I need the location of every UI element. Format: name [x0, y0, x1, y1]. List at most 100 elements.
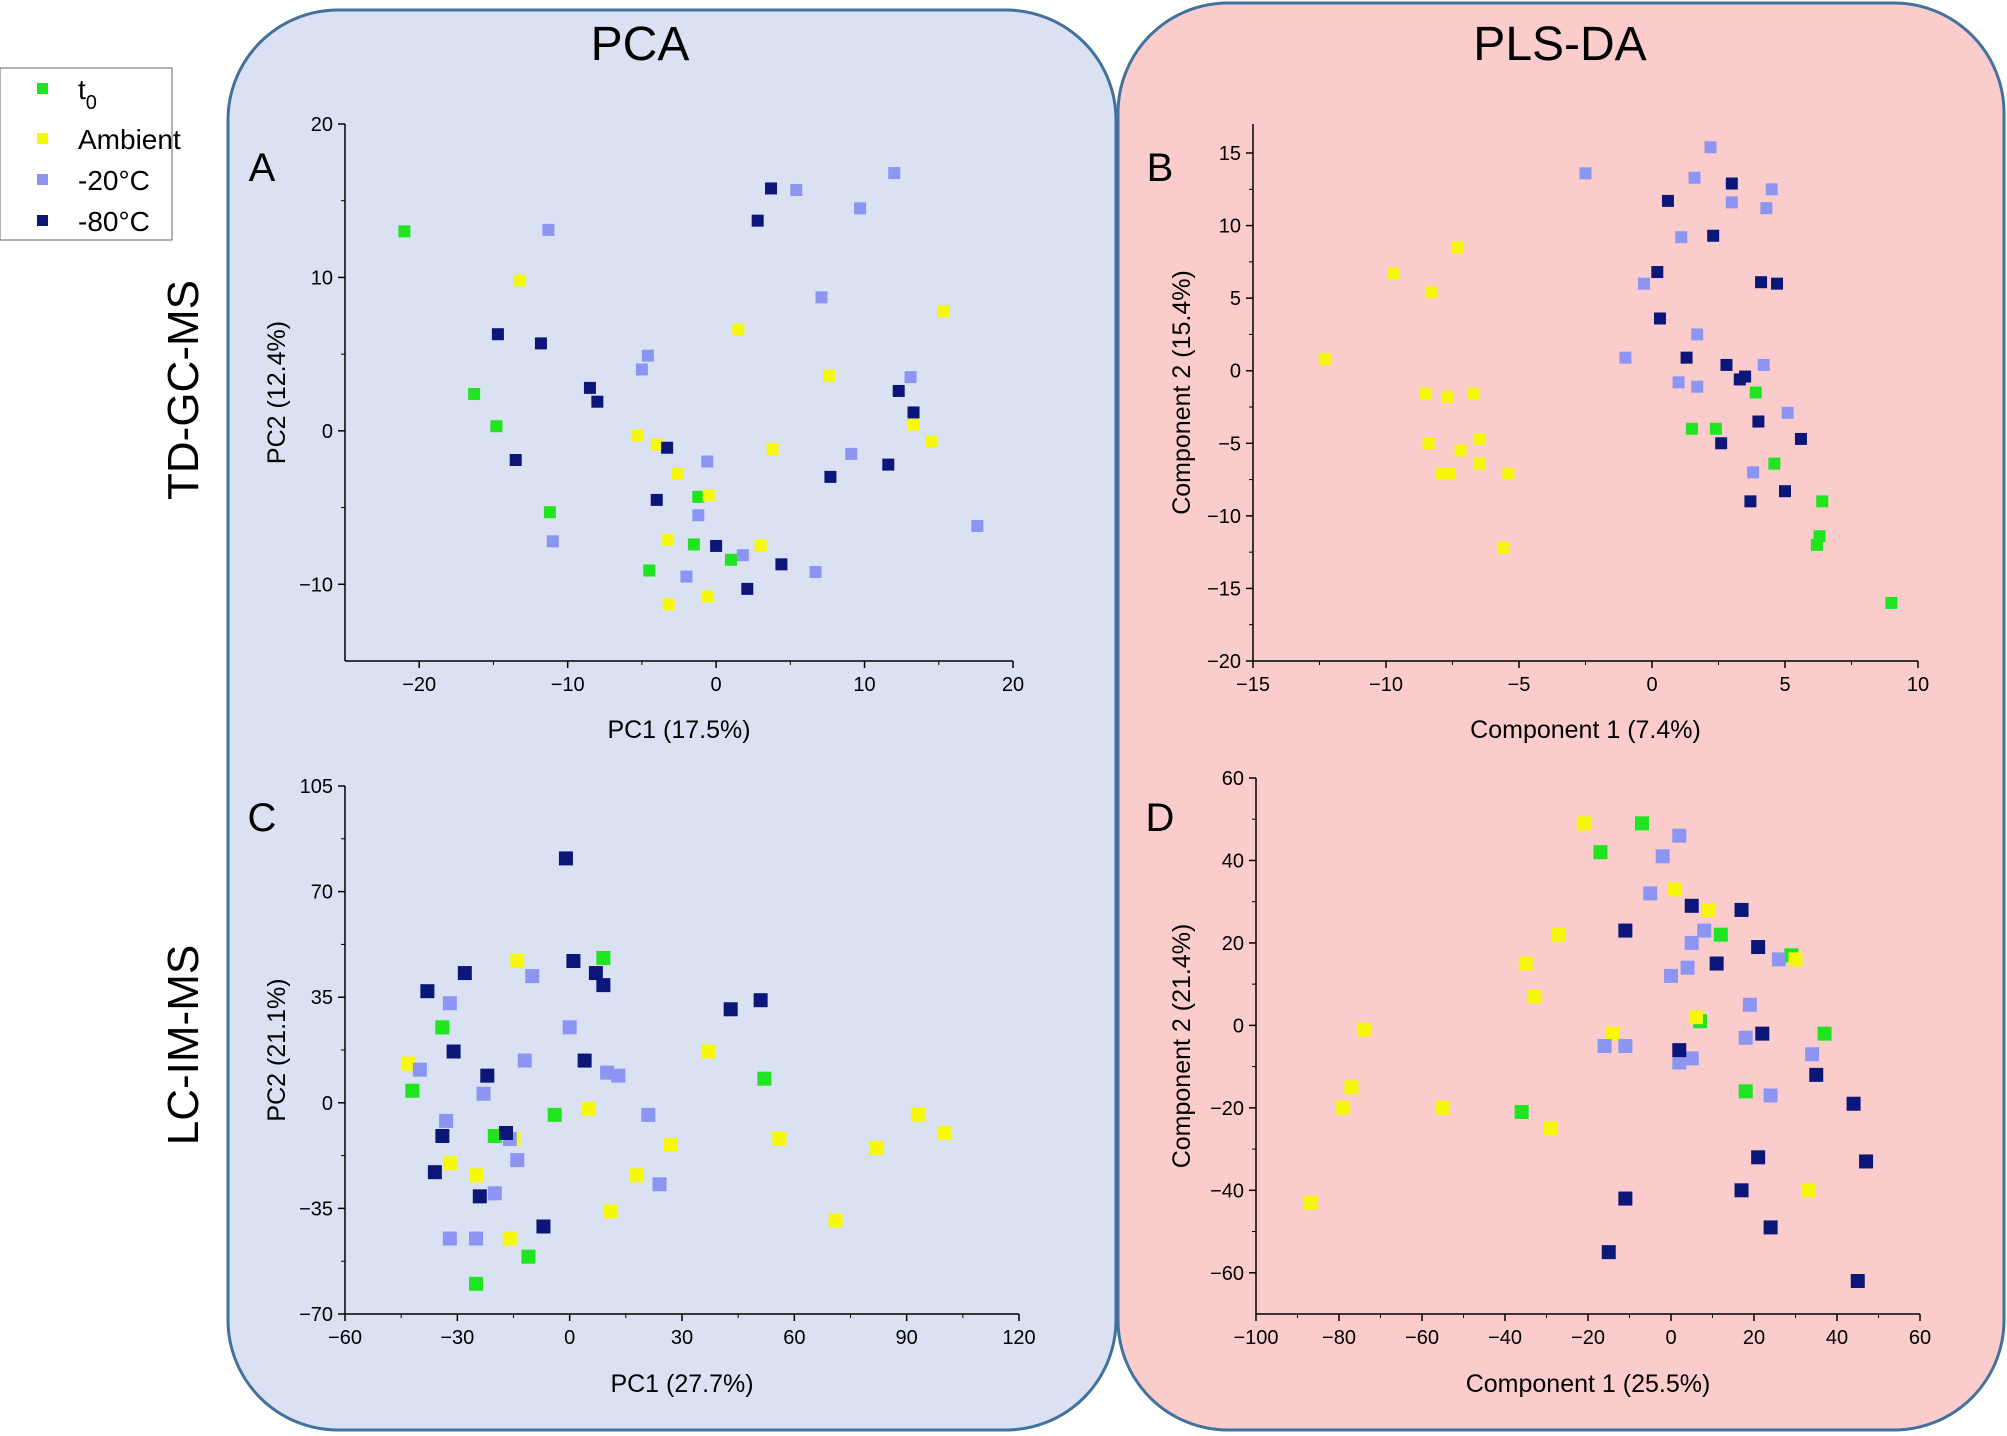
data-point-20c — [845, 447, 858, 460]
data-point-20c — [971, 519, 984, 532]
x-tick-label: −15 — [1236, 674, 1270, 696]
x-tick-label: −100 — [1233, 1327, 1278, 1349]
y-tick-label: −35 — [299, 1198, 333, 1220]
data-point-20c — [701, 455, 714, 468]
x-tick-label: −5 — [1508, 674, 1531, 696]
legend-label-2: -20°C — [78, 165, 150, 196]
data-point-80c — [491, 328, 504, 341]
data-point-20c — [1725, 196, 1738, 209]
data-point-ambient — [702, 489, 715, 502]
data-point-80c — [1779, 485, 1791, 498]
data-point-80c — [1672, 1043, 1687, 1058]
data-point-t0 — [405, 1083, 420, 1098]
data-point-ambient — [1302, 1195, 1317, 1210]
y-axis-label: Component 2 (21.4%) — [1168, 924, 1196, 1169]
legend-label-3: -80°C — [78, 206, 150, 237]
data-point-20c — [1597, 1039, 1612, 1053]
y-tick-label: 105 — [300, 776, 333, 798]
data-point-ambient — [1605, 1026, 1620, 1041]
data-point-20c — [476, 1086, 491, 1101]
data-point-20c — [542, 223, 555, 236]
data-point-20c — [1760, 202, 1773, 215]
y-tick-label: −20 — [1207, 651, 1241, 673]
x-tick-label: 5 — [1779, 674, 1790, 696]
y-tick-label: −20 — [1210, 1098, 1244, 1120]
plot-a-pca-td-gc-ms: −20 −10 0 10 20 −10 0 10 20 PC1 (17.5%) PC2 (12.4%… — [249, 114, 1024, 744]
data-point-ambient — [502, 1231, 517, 1246]
data-point-80c — [1651, 266, 1664, 279]
data-point-80c — [775, 558, 788, 571]
data-point-20c — [1684, 935, 1699, 950]
data-point-80c — [1661, 194, 1674, 207]
panel-letter: D — [1146, 796, 1175, 840]
data-point-20c — [680, 570, 693, 583]
y-tick-label: −70 — [299, 1304, 333, 1326]
plsda-background-panel — [1116, 1, 2006, 1432]
data-point-80c — [1755, 276, 1768, 289]
data-point-20c — [517, 1053, 532, 1068]
data-point-80c — [710, 539, 723, 552]
data-point-20c — [641, 1107, 656, 1122]
y-tick-label: 60 — [1222, 768, 1244, 790]
data-point-t0 — [1709, 422, 1722, 435]
data-point-ambient — [869, 1141, 884, 1156]
data-point-ambient — [1576, 816, 1591, 831]
y-tick-label: 0 — [1230, 361, 1241, 383]
data-point-t0 — [1634, 816, 1649, 831]
data-point-ambient — [1668, 882, 1683, 897]
data-point-ambient — [630, 1168, 645, 1183]
data-point-20c — [1691, 328, 1704, 341]
data-point-80c — [1752, 415, 1765, 428]
data-point-80c — [534, 337, 547, 350]
x-tick-label: −20 — [1571, 1327, 1605, 1349]
x-tick-label: −80 — [1322, 1327, 1356, 1349]
y-tick-label: 35 — [311, 987, 333, 1009]
x-axis-label: Component 1 (7.4%) — [1470, 716, 1701, 744]
data-point-20c — [1579, 167, 1592, 180]
data-point-t0 — [643, 564, 656, 577]
x-tick-label: 90 — [896, 1327, 918, 1349]
y-axis-label: PC2 (12.4%) — [263, 321, 291, 464]
data-point-80c — [824, 470, 837, 483]
data-point-20c — [635, 363, 648, 376]
data-point-ambient — [937, 1125, 952, 1140]
data-point-ambient — [822, 369, 835, 382]
data-point-80c — [566, 953, 581, 968]
data-point-80c — [1739, 370, 1752, 383]
data-point-ambient — [1336, 1100, 1351, 1115]
data-point-ambient — [514, 274, 527, 287]
data-point-ambient — [1425, 286, 1438, 299]
data-point-ambient — [1543, 1121, 1558, 1136]
data-point-80c — [1734, 902, 1749, 917]
data-point-80c — [1715, 437, 1728, 450]
data-point-ambient — [925, 435, 938, 448]
x-tick-label: 30 — [671, 1327, 693, 1349]
data-point-ambient — [907, 418, 920, 431]
y-axis-label: PC2 (21.1%) — [263, 978, 291, 1121]
data-point-80c — [591, 395, 604, 408]
data-point-ambient — [401, 1056, 416, 1071]
data-point-ambient — [1473, 457, 1486, 470]
data-point-ambient — [1788, 952, 1803, 967]
data-point-ambient — [828, 1213, 843, 1228]
data-point-20c — [611, 1068, 626, 1083]
x-tick-label: −60 — [1405, 1327, 1439, 1349]
pca-title: PCA — [591, 18, 690, 71]
data-point-ambient — [442, 1156, 457, 1171]
data-point-ambient — [1356, 1022, 1371, 1037]
data-point-80c — [1720, 358, 1733, 371]
y-tick-label: −5 — [1218, 433, 1241, 455]
data-point-ambient — [663, 1138, 678, 1153]
data-point-80c — [765, 182, 778, 195]
data-point-ambient — [603, 1204, 618, 1219]
data-point-20c — [1664, 968, 1678, 983]
data-point-80c — [435, 1128, 450, 1143]
data-point-ambient — [1551, 927, 1566, 942]
row-label-td-gc-ms: TD-GC-MS — [159, 280, 208, 500]
data-point-t0 — [1749, 386, 1762, 399]
data-point-80c — [882, 458, 895, 471]
data-point-t0 — [1713, 927, 1728, 942]
data-point-ambient — [1387, 267, 1400, 280]
data-point-ambient — [1701, 902, 1716, 917]
data-point-20c — [1765, 183, 1778, 196]
